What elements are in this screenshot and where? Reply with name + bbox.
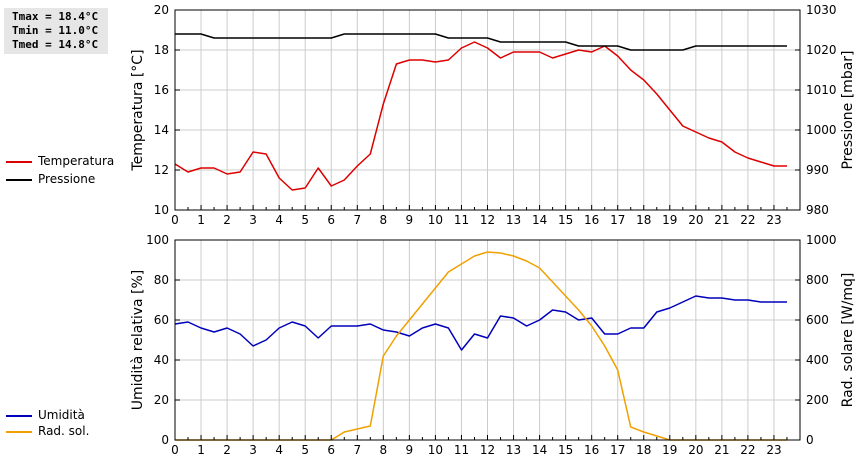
y-tick-label: 80: [154, 273, 169, 287]
y2-tick-label: 1030: [806, 3, 837, 17]
y2-tick-label: 990: [806, 163, 829, 177]
x-tick-label: 16: [584, 443, 599, 457]
x-tick-label: 7: [353, 213, 361, 227]
x-tick-label: 9: [406, 443, 414, 457]
y2-tick-label: 0: [806, 433, 814, 447]
y2-tick-label: 200: [806, 393, 829, 407]
x-tick-label: 9: [406, 213, 414, 227]
y-tick-label: 0: [161, 433, 169, 447]
series-line-pressione: [175, 33, 787, 51]
y-tick-label: 14: [154, 123, 169, 137]
x-tick-label: 3: [249, 443, 257, 457]
y-tick-label: 12: [154, 163, 169, 177]
y2-axis-title: Pressione [mbar]: [840, 50, 856, 169]
y-tick-label: 18: [154, 43, 169, 57]
y-tick-label: 40: [154, 353, 169, 367]
x-tick-label: 21: [714, 443, 729, 457]
x-tick-label: 13: [506, 213, 521, 227]
y2-tick-label: 1000: [806, 233, 837, 247]
legend-label-umidita: Umidità: [38, 408, 85, 422]
y-tick-label: 10: [154, 203, 169, 217]
x-tick-label: 23: [766, 213, 781, 227]
x-tick-label: 22: [740, 443, 755, 457]
x-tick-label: 17: [610, 443, 625, 457]
x-tick-label: 0: [171, 443, 179, 457]
x-tick-label: 10: [428, 213, 443, 227]
x-tick-label: 20: [688, 443, 703, 457]
x-tick-label: 1: [197, 213, 205, 227]
x-tick-label: 16: [584, 213, 599, 227]
y-axis-title: Temperatura [°C]: [130, 49, 146, 171]
legend-label-rad-sol: Rad. sol.: [38, 424, 90, 438]
temperature-pressure-panel: 0 1 2 3 4 5 6 7 8 9 10 11 12 13 14 15 16 17 18 19 20 21 22 2310…: [130, 3, 856, 227]
legend-label-pressione: Pressione: [38, 172, 96, 186]
x-tick-label: 11: [454, 213, 469, 227]
y-axis-title: Umidità relativa [%]: [130, 270, 146, 411]
y2-tick-label: 600: [806, 313, 829, 327]
x-tick-label: 6: [327, 443, 335, 457]
x-tick-label: 4: [275, 443, 283, 457]
x-tick-label: 0: [171, 213, 179, 227]
tmin-text: Tmin = 11.0°C: [12, 24, 99, 37]
x-tick-label: 23: [766, 443, 781, 457]
x-tick-label: 3: [249, 213, 257, 227]
series-line-temperatura: [174, 41, 787, 191]
y-tick-label: 16: [154, 83, 169, 97]
y2-tick-label: 1010: [806, 83, 837, 97]
x-tick-label: 21: [714, 213, 729, 227]
x-tick-label: 13: [506, 443, 521, 457]
x-tick-label: 12: [480, 443, 495, 457]
x-tick-label: 7: [353, 443, 361, 457]
x-tick-label: 2: [223, 443, 231, 457]
y2-tick-label: 1000: [806, 123, 837, 137]
x-tick-label: 8: [380, 443, 388, 457]
tmax-text: Tmax = 18.4°C: [12, 10, 99, 23]
y2-tick-label: 980: [806, 203, 829, 217]
x-tick-label: 6: [327, 213, 335, 227]
y2-tick-label: 400: [806, 353, 829, 367]
x-tick-label: 19: [662, 213, 677, 227]
x-tick-label: 1: [197, 443, 205, 457]
tmed-text: Tmed = 14.8°C: [12, 38, 99, 51]
y-tick-label: 20: [154, 3, 169, 17]
x-tick-label: 17: [610, 213, 625, 227]
legend-swatch-rad-sol: [6, 431, 32, 433]
y-tick-label: 20: [154, 393, 169, 407]
humidity-radiation-panel: 0 1 2 3 4 5 6 7 8 9 10 11 12 13 14 15 16 17 18 19 20 21 22 2302…: [130, 233, 856, 457]
x-tick-label: 4: [275, 213, 283, 227]
x-tick-label: 19: [662, 443, 677, 457]
x-tick-label: 12: [480, 213, 495, 227]
x-tick-label: 15: [558, 213, 573, 227]
legend-swatch-temperatura: [6, 161, 32, 163]
x-tick-label: 14: [532, 213, 547, 227]
x-tick-label: 20: [688, 213, 703, 227]
x-tick-label: 5: [301, 443, 309, 457]
y-tick-label: 60: [154, 313, 169, 327]
y2-tick-label: 800: [806, 273, 829, 287]
x-tick-label: 18: [636, 213, 651, 227]
x-tick-label: 22: [740, 213, 755, 227]
x-tick-label: 2: [223, 213, 231, 227]
legend-label-temperatura: Temperatura: [38, 154, 115, 168]
y2-tick-label: 1020: [806, 43, 837, 57]
series-line-umidit: [174, 295, 787, 351]
series-line-rad-sol: [175, 251, 787, 441]
x-tick-label: 10: [428, 443, 443, 457]
y2-axis-title: Rad. solare [W/mq]: [840, 273, 856, 408]
x-tick-label: 5: [301, 213, 309, 227]
legend-swatch-pressione: [6, 179, 32, 181]
x-tick-label: 8: [380, 213, 388, 227]
legend-swatch-umidita: [6, 415, 32, 417]
x-tick-label: 11: [454, 443, 469, 457]
y-tick-label: 100: [146, 233, 169, 247]
stats-box: Tmax = 18.4°C Tmin = 11.0°C Tmed = 14.8°…: [4, 8, 108, 54]
x-tick-label: 15: [558, 443, 573, 457]
x-tick-label: 18: [636, 443, 651, 457]
x-tick-label: 14: [532, 443, 547, 457]
